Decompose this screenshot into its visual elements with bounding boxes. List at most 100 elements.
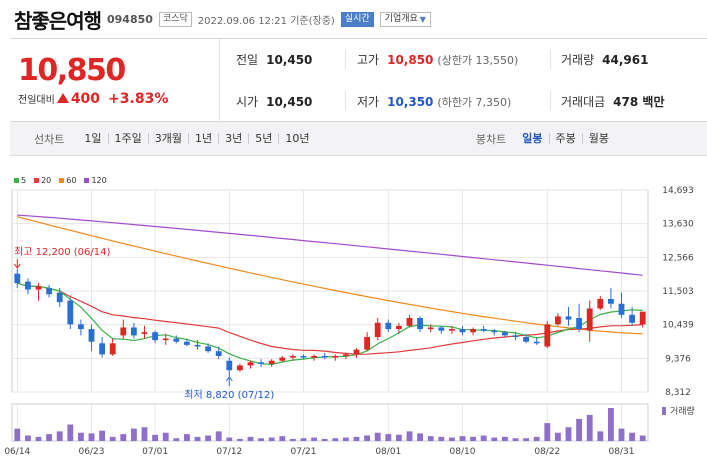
volume-bar [279, 436, 286, 441]
candle-body [565, 316, 572, 320]
tab-period-1y[interactable]: 1년 [189, 133, 220, 144]
line-chart-label[interactable]: 선차트 [34, 132, 65, 146]
tab-daily[interactable]: 일봉 [516, 133, 550, 144]
volume-bar [226, 437, 233, 441]
tab-period-1d[interactable]: 1일 [78, 133, 109, 144]
stock-code: 094850 [107, 12, 153, 26]
candle-body [268, 360, 275, 364]
volume-bar [576, 419, 583, 441]
upper-limit: (상한가 13,550) [437, 53, 519, 67]
volume-bar [364, 435, 371, 441]
candle-body [523, 336, 530, 342]
volume-bar [459, 436, 466, 441]
prev-close-label: 전일 [236, 53, 259, 67]
ma-legend: 5 20 60 120 [14, 176, 107, 185]
volume-bar [607, 408, 614, 441]
divider [345, 91, 346, 111]
volume-bar [586, 414, 593, 441]
volume-bar [417, 433, 424, 441]
volume-bar [438, 436, 445, 441]
y-tick-label: 9,376 [665, 354, 691, 364]
volume-bar [35, 436, 42, 441]
candle-body [130, 327, 137, 336]
candle-body [406, 317, 413, 326]
company-info-button[interactable]: 기업개요 ▼ [379, 11, 431, 27]
volume-value: 44,961 [602, 52, 649, 67]
x-tick-label: 08/10 [450, 447, 476, 457]
volume-bar [183, 434, 190, 441]
change-label: 전일대비 [18, 95, 55, 106]
legend-item-ma20: 20 [34, 176, 51, 185]
candle-body [470, 329, 477, 333]
volume-bar [470, 436, 477, 441]
legend-item-ma60: 60 [59, 176, 76, 185]
volume-bar [247, 436, 254, 441]
volume-bar [406, 431, 413, 441]
x-tick-label: 06/14 [4, 447, 30, 457]
candle-body [629, 314, 636, 323]
ma-line-ma20 [17, 282, 643, 355]
tab-weekly[interactable]: 주봉 [550, 133, 583, 144]
candle-body [14, 273, 21, 284]
volume-bar [353, 436, 360, 441]
tab-period-5y[interactable]: 5년 [249, 133, 280, 144]
candle-body [417, 317, 424, 330]
candle-body [183, 341, 190, 345]
timestamp: 2022.09.06 12:21 기준(장중) [197, 15, 335, 27]
volume-bar [56, 431, 63, 441]
candle-body [205, 346, 212, 352]
candle-body [247, 362, 254, 366]
legend-item-ma120: 120 [84, 176, 107, 185]
divider [550, 91, 551, 111]
volume-bar [639, 435, 646, 441]
divider [345, 49, 346, 69]
legend-label: 120 [91, 176, 107, 185]
volume-bar [120, 434, 127, 441]
candle-body [109, 343, 116, 355]
legend-swatch [59, 178, 65, 183]
divider [550, 49, 551, 69]
volume-bar [289, 438, 296, 441]
ma-line-ma60 [17, 216, 643, 335]
low-label: 저가 [357, 95, 380, 109]
volume-bar [554, 432, 561, 441]
tab-monthly[interactable]: 월봉 [588, 132, 609, 145]
volume-bar [321, 438, 328, 441]
high-label: 고가 [357, 53, 380, 67]
candle-body [67, 300, 74, 325]
x-tick-label: 08/31 [609, 447, 635, 457]
prev-close-value: 10,450 [266, 52, 313, 67]
open-label: 시가 [236, 95, 259, 109]
legend-swatch [14, 178, 19, 183]
high-annotation: 최고 12,200 (06/14) [14, 246, 110, 258]
volume-bar [618, 428, 625, 441]
candle-body [459, 329, 466, 333]
ma-line-ma5 [17, 282, 643, 366]
volume-bar [512, 438, 519, 441]
price-chart: 5 20 60 120 14,693 13,630 12,566 11,503 10,4… [0, 168, 707, 465]
tab-period-10y[interactable]: 10년 [285, 132, 310, 145]
candle-chart-label[interactable]: 봉차트 [475, 132, 507, 146]
candle-body [236, 365, 243, 371]
volume-bar [67, 424, 74, 441]
tab-period-3y[interactable]: 3년 [219, 133, 250, 144]
candle-body [141, 332, 148, 334]
y-tick-label: 14,693 [662, 186, 694, 196]
open-value: 10,450 [266, 94, 313, 109]
stock-name: 참좋은여행 [14, 8, 102, 33]
candle-body [364, 336, 371, 350]
volume-bar [24, 435, 31, 441]
chart-tabbar: 선차트 1일 1주일 3개월 1년 3년 5년 10년 봉차트 일봉 주봉 월봉 [10, 122, 707, 156]
realtime-button[interactable]: 실시간 [340, 11, 374, 27]
volume-bar [448, 437, 455, 441]
volume-bar [385, 434, 392, 441]
quote-grid: 전일 10,450 고가 10,850 (상한가 13,550) 거래량 44,… [220, 39, 707, 122]
volume-bar [544, 423, 551, 441]
tab-period-1w[interactable]: 1주일 [109, 133, 149, 144]
ma-line-ma120 [17, 214, 643, 276]
volume-bar [14, 428, 21, 441]
volume-bar [141, 427, 148, 441]
tab-period-3m[interactable]: 3개월 [149, 133, 189, 144]
candlestick-chart-svg[interactable]: 14,693 13,630 12,566 11,503 10,439 9,376 8,312… [0, 168, 707, 465]
prev-close-cell: 전일 10,450 [236, 39, 312, 80]
